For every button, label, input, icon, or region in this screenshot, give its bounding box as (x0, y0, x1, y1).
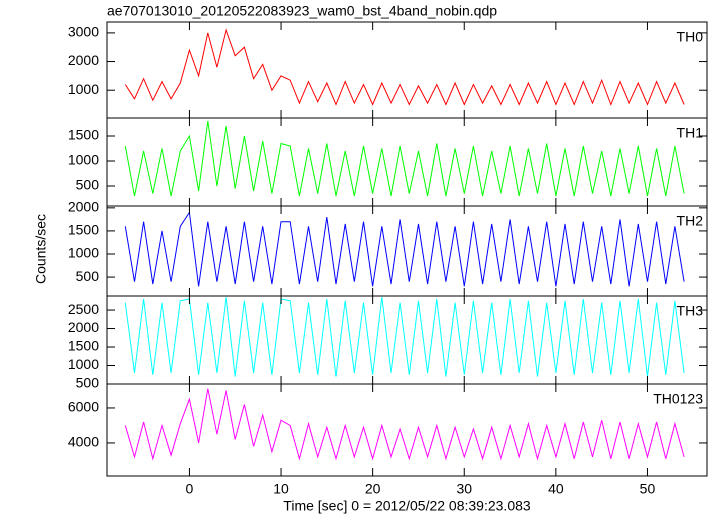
x-axis-label: Time [sec] 0 = 2012/05/22 08:39:23.083 (283, 498, 531, 514)
y-tick-label: 2500 (68, 301, 99, 317)
y-tick-label: 2000 (68, 52, 99, 68)
panel-label: TH0 (677, 29, 704, 45)
y-tick-label: 1000 (68, 81, 99, 97)
y-tick-label: 1500 (68, 222, 99, 238)
x-tick-label: 20 (365, 481, 381, 497)
panel-frame (106, 205, 708, 297)
light-curve (124, 211, 685, 287)
chart-title: ae707013010_20120522083923_wam0_bst_4ban… (107, 3, 497, 19)
y-tick-label: 1000 (68, 245, 99, 261)
panel-label: TH2 (677, 213, 704, 229)
y-tick-label: 1000 (68, 356, 99, 372)
y-axis-label: Counts/sec (33, 214, 49, 284)
panel-label: TH1 (677, 125, 704, 141)
x-tick-label: 50 (640, 481, 656, 497)
y-tick-label: 500 (76, 375, 100, 391)
x-tick-label: 0 (186, 481, 194, 497)
panel-label: TH0123 (653, 391, 703, 407)
y-tick-label: 500 (76, 177, 100, 193)
light-curve (124, 28, 685, 106)
x-tick-label: 40 (548, 481, 564, 497)
light-curve (124, 388, 685, 461)
y-tick-label: 2000 (68, 199, 99, 215)
y-tick-label: 1500 (68, 127, 99, 143)
y-tick-label: 1500 (68, 338, 99, 354)
y-tick-label: 500 (76, 268, 100, 284)
x-tick-label: 30 (456, 481, 472, 497)
light-curve (124, 120, 685, 197)
panel-label: TH3 (677, 303, 704, 319)
x-tick-label: 10 (273, 481, 289, 497)
panel-frame (106, 295, 708, 385)
y-tick-label: 2000 (68, 319, 99, 335)
light-curve (124, 297, 685, 377)
y-tick-label: 1000 (68, 152, 99, 168)
y-tick-label: 4000 (68, 434, 99, 450)
y-tick-label: 3000 (68, 24, 99, 40)
y-tick-label: 6000 (68, 399, 99, 415)
panel-frame (106, 383, 708, 477)
